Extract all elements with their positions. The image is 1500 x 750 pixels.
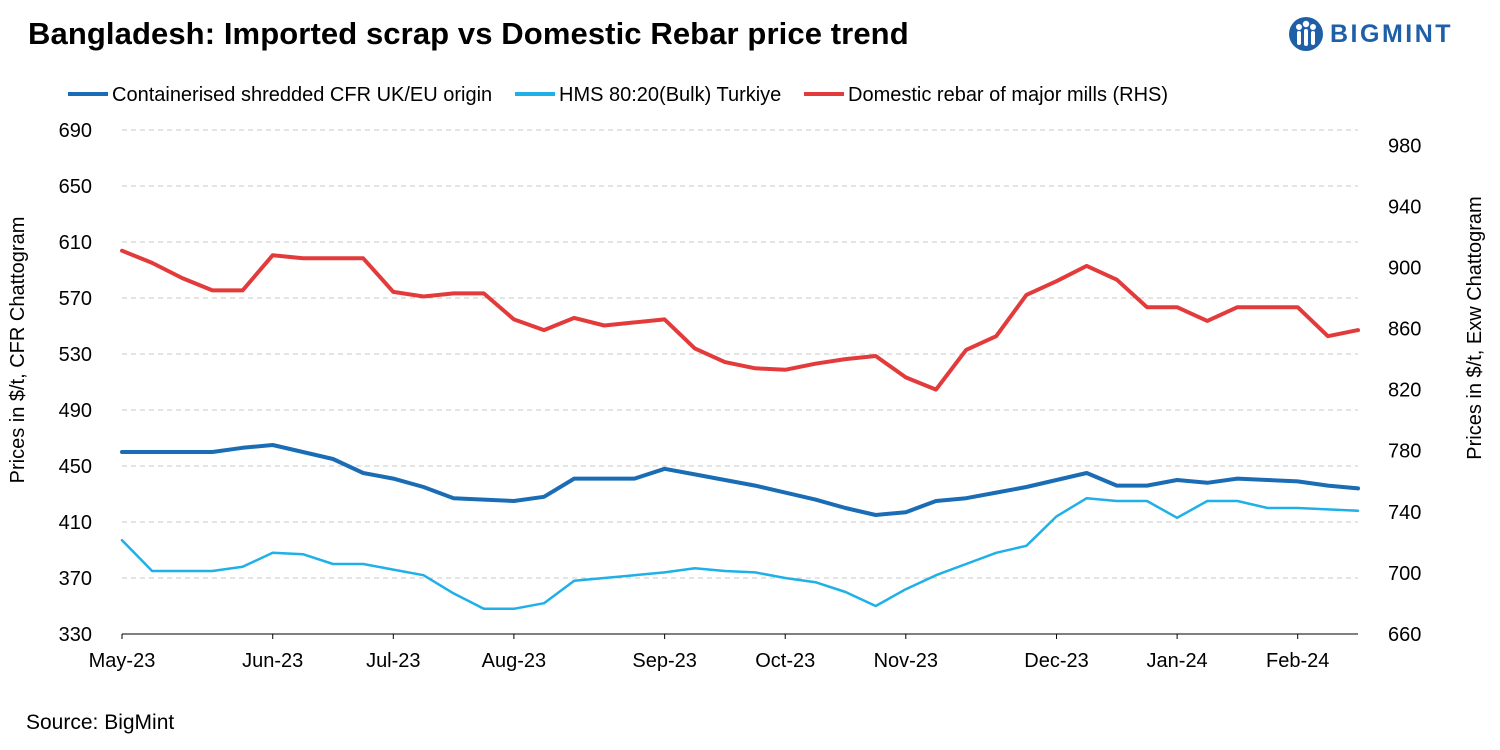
x-tick-label: Jun-23 xyxy=(242,650,303,672)
legend-label: Domestic rebar of major mills (RHS) xyxy=(848,84,1168,106)
x-tick-label: Jan-24 xyxy=(1147,650,1208,672)
right-tick-label: 660 xyxy=(1388,624,1421,646)
right-tick-label: 700 xyxy=(1388,563,1421,585)
bigmint-people-icon xyxy=(1289,17,1323,51)
x-axis-ticks: May-23 Jun-23 Jul-23 Aug-23 Sep-23 Oct-23 Nov-… xyxy=(89,634,1329,672)
left-tick-label: 690 xyxy=(59,120,92,142)
series-lines xyxy=(120,248,1360,611)
left-tick-label: 570 xyxy=(59,288,92,310)
right-tick-label: 980 xyxy=(1388,135,1421,157)
right-tick-label: 860 xyxy=(1388,319,1421,341)
x-tick-label: Oct-23 xyxy=(755,650,815,672)
left-tick-label: 370 xyxy=(59,568,92,590)
right-tick-label: 940 xyxy=(1388,196,1421,218)
x-tick-label: Jul-23 xyxy=(366,650,420,672)
x-tick-label: May-23 xyxy=(89,650,156,672)
right-tick-label: 820 xyxy=(1388,380,1421,402)
series-line-3 xyxy=(120,248,1360,392)
x-tick-label: Nov-23 xyxy=(874,650,938,672)
x-tick-label: Feb-24 xyxy=(1266,650,1329,672)
right-tick-label: 740 xyxy=(1388,502,1421,524)
left-tick-label: 330 xyxy=(59,624,92,646)
chart-title: Bangladesh: Imported scrap vs Domestic R… xyxy=(28,16,909,51)
right-axis-title: Prices in $/t, Exw Chattogram xyxy=(1464,196,1486,459)
x-tick-label: Dec-23 xyxy=(1024,650,1088,672)
bigmint-logo: BIGMINT xyxy=(1288,12,1453,56)
left-axis-title: Prices in $/t, CFR Chattogram xyxy=(7,217,29,484)
legend: Containerised shredded CFR UK/EU origin H… xyxy=(68,84,1168,106)
series-line-2 xyxy=(120,496,1360,611)
legend-label: Containerised shredded CFR UK/EU origin xyxy=(112,84,492,106)
legend-label: HMS 80:20(Bulk) Turkiye xyxy=(559,84,781,106)
right-axis-ticks: 660 700 740 780 820 860 900 940 980 xyxy=(1388,135,1421,646)
line-chart: 330 370 410 450 490 530 570 610 650 690 660 700 740… xyxy=(7,84,1486,672)
left-tick-label: 450 xyxy=(59,456,92,478)
left-tick-label: 610 xyxy=(59,232,92,254)
source-note: Source: BigMint xyxy=(26,711,175,734)
x-tick-label: Sep-23 xyxy=(632,650,697,672)
left-tick-label: 410 xyxy=(59,512,92,534)
left-tick-label: 490 xyxy=(59,400,92,422)
x-tick-label: Aug-23 xyxy=(482,650,547,672)
right-tick-label: 780 xyxy=(1388,441,1421,463)
left-tick-label: 650 xyxy=(59,176,92,198)
gridlines xyxy=(122,129,1358,579)
left-tick-label: 530 xyxy=(59,344,92,366)
series-line-1 xyxy=(120,443,1360,517)
left-axis-ticks: 330 370 410 450 490 530 570 610 650 690 xyxy=(59,120,92,646)
logo-text: BIGMINT xyxy=(1330,19,1454,48)
right-tick-label: 900 xyxy=(1388,257,1421,279)
